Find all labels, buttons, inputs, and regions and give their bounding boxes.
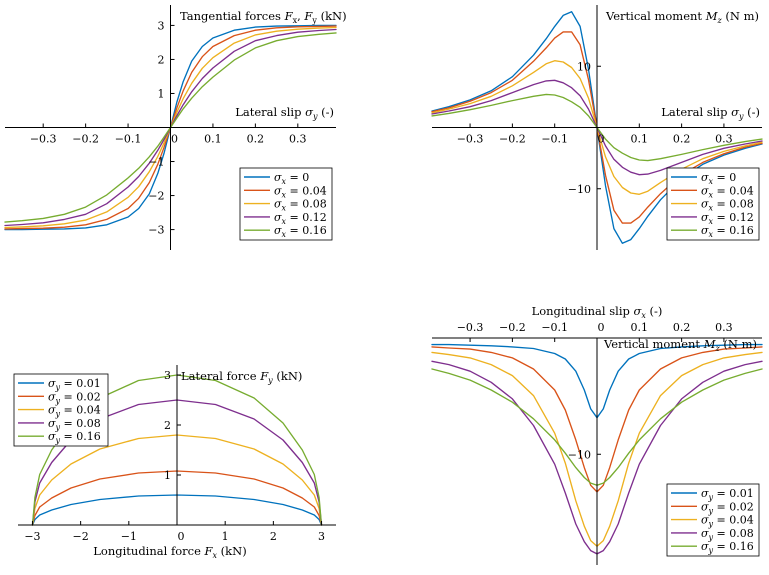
x-tick-label: −0.3 [457, 133, 484, 146]
y-axis-title: Lateral force Fy (kN) [181, 369, 302, 385]
x-tick-label: −0.3 [457, 321, 484, 334]
x-axis-title: Longitudinal slip σx (-) [532, 304, 663, 320]
x-tick-label: 0 [171, 133, 178, 146]
x-tick-label: 0.3 [289, 133, 307, 146]
legend-label: σy = 0.16 [48, 430, 101, 445]
chart-panel-vertical-moment-longitudinal: −0.3 −0.2 −0.1 0 0.1 0.2 0.3 −10 Vertical moment… [431, 304, 763, 565]
x-tick-label: 0.3 [715, 321, 733, 334]
chart-panel-friction-ellipse: −3 −2 −1 0 1 2 3 1 2 3 Lateral force Fy (kN) Longit… [13, 365, 336, 560]
x-tick-label: −0.1 [115, 133, 142, 146]
y-tick-label: 1 [158, 87, 165, 100]
legend-label: σy = 0.08 [48, 417, 101, 432]
legend-label: σx = 0.04 [274, 184, 327, 199]
x-tick-label: 0.1 [631, 321, 649, 334]
legend-label: σx = 0.12 [701, 211, 754, 226]
x-tick-label: −0.2 [499, 133, 526, 146]
y-tick-label: −10 [568, 183, 591, 196]
legend-label: σx = 0.12 [274, 211, 327, 226]
y-tick-label: 10 [577, 60, 591, 73]
legend-label: σy = 0.01 [701, 487, 754, 502]
legend-label: σy = 0.02 [701, 500, 754, 515]
x-tick-label: −1 [121, 530, 137, 543]
x-tick-label: 0 [598, 321, 605, 334]
y-tick-label: 1 [164, 469, 171, 482]
x-tick-label: 2 [270, 530, 277, 543]
y-tick-label: 3 [164, 369, 171, 382]
legend-label: σx = 0.04 [701, 184, 754, 199]
x-tick-label: 1 [222, 530, 229, 543]
y-axis-title: Vertical moment Mz (N m) [605, 9, 759, 25]
y-axis-title: Vertical moment Mz (N m) [603, 337, 757, 353]
x-axis-title: Longitudinal force Fx (kN) [93, 544, 246, 560]
chart-panel-tangential: −0.3 −0.2 −0.1 0 0.1 0.2 0.3 −3 −2 −1 1 2 3 Tangentia… [4, 5, 347, 250]
x-tick-label: 3 [318, 530, 325, 543]
x-tick-label: 0 [178, 530, 185, 543]
x-tick-label: 0.2 [673, 133, 691, 146]
y-tick-label: −2 [148, 190, 164, 203]
y-tick-label: −1 [148, 156, 164, 169]
legend-label: σy = 0.01 [48, 377, 101, 392]
legend-label: σx = 0.16 [274, 224, 327, 239]
x-tick-label: −2 [73, 530, 89, 543]
legend-label: σy = 0.08 [701, 527, 754, 542]
chart-panel-vertical-moment-lateral: −0.3 −0.2 −0.1 0 0.1 0.2 0.3 −10 10 Vertical mome… [431, 5, 763, 250]
x-tick-label: 0.1 [204, 133, 222, 146]
x-tick-label: −0.1 [541, 321, 568, 334]
x-tick-label: 0.1 [631, 133, 649, 146]
x-tick-label: 0.2 [673, 321, 691, 334]
legend-label: σy = 0.04 [48, 404, 101, 419]
x-tick-label: 0 [598, 133, 605, 146]
y-tick-label: −3 [148, 224, 164, 237]
y-tick-label: −10 [568, 448, 591, 461]
y-axis-title: Tangential forces Fx, Fy (kN) [180, 9, 347, 25]
x-axis-title: Lateral slip σy (-) [235, 105, 334, 121]
x-tick-label: −0.2 [72, 133, 99, 146]
y-tick-label: 2 [158, 53, 165, 66]
x-tick-label: −0.1 [541, 133, 568, 146]
x-tick-label: −0.3 [30, 133, 57, 146]
y-tick-label: 3 [158, 19, 165, 32]
legend-label: σy = 0.02 [48, 390, 101, 405]
legend-label: σx = 0.16 [701, 224, 754, 239]
legend-label: σy = 0.04 [701, 514, 754, 529]
legend-label: σx = 0 [274, 171, 309, 186]
legend-label: σx = 0 [701, 171, 736, 186]
x-tick-label: 0.3 [715, 133, 733, 146]
legend-label: σx = 0.08 [274, 198, 327, 213]
x-tick-label: −3 [24, 530, 40, 543]
legend-label: σx = 0.08 [701, 198, 754, 213]
x-tick-label: 0.2 [247, 133, 265, 146]
x-axis-title: Lateral slip σy (-) [661, 105, 760, 121]
x-tick-label: −0.2 [499, 321, 526, 334]
y-tick-label: 2 [164, 419, 171, 432]
legend-label: σy = 0.16 [701, 540, 754, 555]
